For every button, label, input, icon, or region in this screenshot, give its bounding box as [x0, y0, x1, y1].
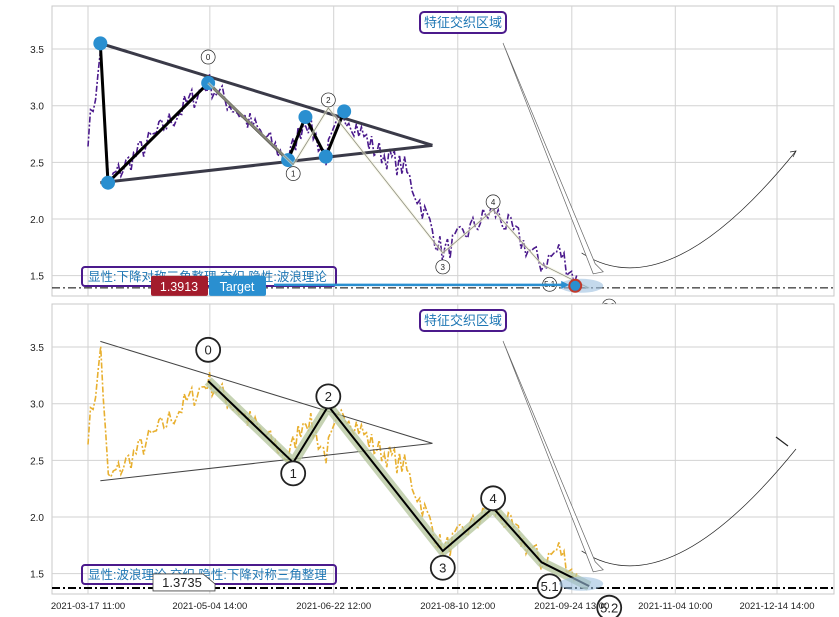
projection-arrowhead [789, 150, 797, 158]
triangle-lower-line [100, 143, 433, 185]
wave-label-circle [435, 259, 451, 275]
target-badge: Target [220, 280, 255, 294]
footer-label: 显性:波浪理论 交织 隐性:下降对称三角整理 [88, 567, 327, 582]
x-tick-label: 2021-11-04 10:00 [638, 601, 712, 612]
target-marker [568, 278, 583, 293]
wave-label: 0 [205, 343, 212, 358]
wave-label-circle [480, 485, 507, 512]
callout-title: 特征交织区域 [424, 15, 502, 30]
footer-label: 显性:下降对称三角整理 交织 隐性:波浪理论 [88, 269, 327, 284]
triangle-pivot-point [318, 149, 333, 164]
wave-label: 5.2 [600, 600, 618, 615]
wave-label-circle [285, 166, 301, 181]
y-tick-label: 2.0 [30, 215, 44, 226]
callout-pointer [502, 340, 604, 573]
wave-label: 4 [491, 198, 496, 207]
x-tick-label: 2021-09-24 13:00 [534, 601, 609, 612]
y-tick-label: 2.0 [30, 513, 44, 524]
triangle-pivot-point [298, 110, 313, 125]
target-badge-bg [209, 275, 266, 296]
wave-label-circle [320, 92, 336, 108]
x-tick-label: 2021-12-14 14:00 [739, 601, 814, 612]
x-tick-label: 2021-03-17 11:00 [51, 601, 125, 612]
x-tick-label: 2021-06-22 12:00 [296, 601, 371, 612]
x-tick-label: 2021-05-04 14:00 [172, 601, 247, 612]
wave-label: 0 [206, 53, 211, 62]
triangle-pivot-point [93, 36, 108, 51]
wave-label: 3 [439, 560, 446, 575]
triangle-lower-line [100, 442, 433, 482]
x-axis: 2021-03-17 11:00 2021-05-04 14:00 2021-06-… [51, 601, 815, 612]
triangle-upper-line [99, 41, 433, 147]
price-series [87, 346, 578, 583]
wave-label: 5.1 [541, 579, 559, 594]
triangle-pivot-point [337, 104, 352, 119]
wave-highlight [207, 81, 590, 290]
wave-label: 2 [326, 96, 331, 105]
callout-title: 特征交织区域 [424, 313, 502, 328]
projection-arrowhead [775, 436, 789, 447]
y-tick-label: 2.5 [30, 456, 44, 467]
target-arrowhead [561, 280, 570, 289]
projection-arc [581, 150, 797, 269]
wave-label-circle [315, 383, 342, 410]
y-tick-label: 1.5 [30, 272, 44, 283]
target-zone [559, 576, 604, 591]
y-tick-label: 3.5 [30, 45, 44, 56]
x-tick-label: 2021-08-10 12:00 [420, 601, 495, 612]
wave-label-circle [200, 49, 216, 65]
price-badge-bg [151, 275, 208, 296]
wave-label: 1 [291, 169, 296, 178]
wave-label-circle [485, 194, 501, 210]
y-tick-label: 2.5 [30, 158, 44, 169]
plot-frame [51, 5, 835, 297]
price-series [87, 48, 578, 285]
y-tick-label: 3.0 [30, 400, 44, 411]
y-tick-label: 3.0 [30, 102, 44, 113]
y-tick-label: 1.5 [30, 570, 44, 581]
price-badge: 1.3735 [162, 575, 202, 590]
callout-box [419, 309, 507, 332]
callout-pointer [502, 42, 604, 275]
callout-box [419, 11, 507, 34]
wave-label: 2 [325, 389, 332, 404]
wave-label-circle [429, 554, 456, 581]
top-chart-panel: 1.52.02.53.03.5012345.15.2特征交织区域显性:下降对称三… [30, 5, 835, 314]
price-badge: 1.3913 [160, 280, 198, 294]
triangle-pivot-point [101, 175, 116, 190]
projection-arc [581, 448, 797, 567]
price-badge-bg [152, 573, 216, 592]
wave-label-circle [596, 594, 623, 617]
wave-label: 1 [290, 466, 297, 481]
y-tick-label: 3.5 [30, 343, 44, 354]
bottom-chart-panel: 1.5 2.0 2.5 3.0 3.5 0 1 2 3 4 5.1 5.2 特征交织区域显性:波浪理论 … [30, 303, 835, 617]
wave-label: 4 [489, 491, 496, 506]
wave-label-circle [280, 460, 307, 487]
wave-label-circle [195, 336, 222, 363]
wave-label: 3 [441, 263, 446, 272]
triangle-upper-line [100, 340, 433, 444]
